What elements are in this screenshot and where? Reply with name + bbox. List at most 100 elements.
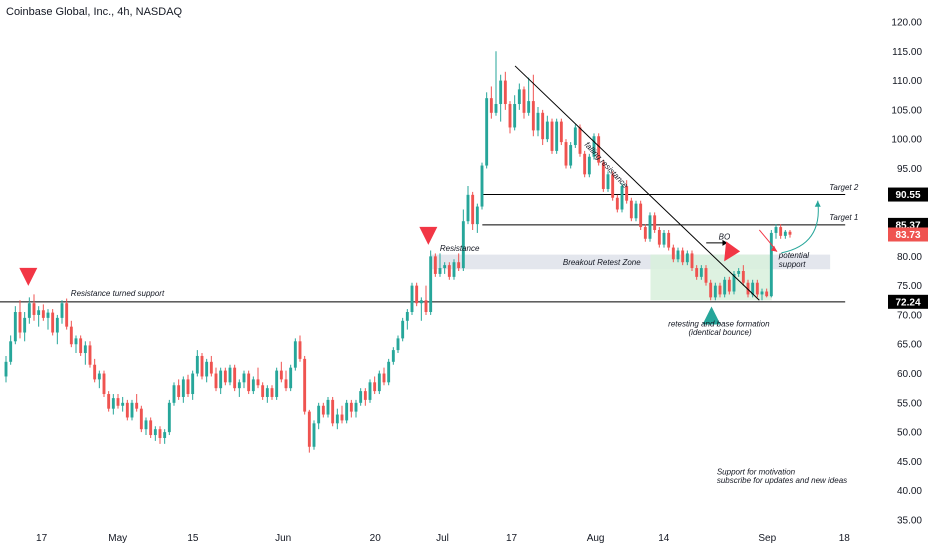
candle-body [489,98,493,113]
candle [583,150,587,178]
candle [172,382,176,406]
candle [788,229,792,238]
candle-body [699,268,703,277]
price-badge: 90.55 [888,187,928,202]
y-tick-label: 40.00 [897,486,922,497]
candle [690,250,694,271]
candle-body [433,256,437,274]
candle [727,276,731,295]
candle [606,171,610,192]
candle-body [732,273,736,292]
candle-body [303,358,307,412]
candle-body [172,385,176,403]
candle [737,268,741,277]
candle-body [377,373,381,392]
candle [242,370,246,389]
candle [699,265,703,280]
candle-body [629,200,633,219]
candle [592,133,596,160]
candle [611,171,615,201]
candle-body [461,221,465,269]
candle [452,259,456,280]
candle-body [503,80,507,105]
candle [536,106,540,137]
candle-body [751,282,755,295]
candle [363,388,367,406]
candle [741,265,745,286]
candle [718,282,722,298]
candle-body [191,373,195,395]
price-badge-label: 83.73 [895,230,920,241]
candle-body [251,379,255,392]
candle-body [401,320,405,339]
candle-body [746,282,750,295]
pullback-arrowhead-icon [771,245,778,252]
candle-body [163,432,167,438]
annotation-label: (identical bounce) [689,328,752,337]
candle-body [158,429,162,438]
candle [774,224,778,239]
candle [135,394,139,412]
candle-body [32,303,36,315]
candle-body [51,312,55,333]
price-badge-label: 90.55 [895,190,920,201]
candle [237,379,241,397]
candle-body [499,80,503,105]
annotation-label: Target 2 [829,183,859,192]
annotation-label: potential [778,251,809,260]
candle-body [289,367,293,389]
candle [513,95,517,131]
candle-body [625,186,629,201]
candle [676,247,680,263]
arrow-down-icon [419,226,438,245]
candle-body [125,402,129,418]
candle [284,370,288,392]
candle [466,186,470,225]
candle-body [788,231,792,235]
candle [214,367,218,392]
candle [60,300,64,324]
candle-body [219,370,223,389]
candle-body [167,402,171,433]
candle-body [765,291,769,297]
candle-body [536,112,540,131]
candle-body [65,303,69,327]
candle-body [387,361,391,383]
annotation-label: Support for motivation [717,467,796,476]
candle-body [79,338,83,354]
candle [601,159,605,192]
candle [93,358,97,383]
candle-body [555,121,559,151]
candle-body [737,271,741,274]
candle [695,265,699,280]
x-tick-label: 15 [187,533,199,544]
candle-body [709,282,713,298]
candle [32,294,36,321]
candle [480,162,484,210]
candle-body [195,355,199,374]
candle-body [97,373,101,380]
candle [527,77,531,116]
candle [144,417,148,436]
candle [765,288,769,298]
candle [508,101,512,134]
price-badge: 72.24 [888,294,928,309]
candle-body [214,373,218,389]
candle-body [681,250,685,263]
candle [293,338,297,371]
candle-body [769,232,773,297]
candle-body [583,153,587,175]
candle-body [298,341,302,359]
y-tick-label: 120.00 [891,18,922,29]
candle [657,227,661,248]
candle [541,109,545,146]
candle-body [228,367,232,383]
candle-body [88,345,92,365]
candle-body [410,285,414,313]
candle-body [592,136,596,157]
candle-body [382,373,386,383]
candle [270,385,274,400]
y-tick-label: 110.00 [892,76,922,87]
annotation-label: BO [719,232,731,241]
